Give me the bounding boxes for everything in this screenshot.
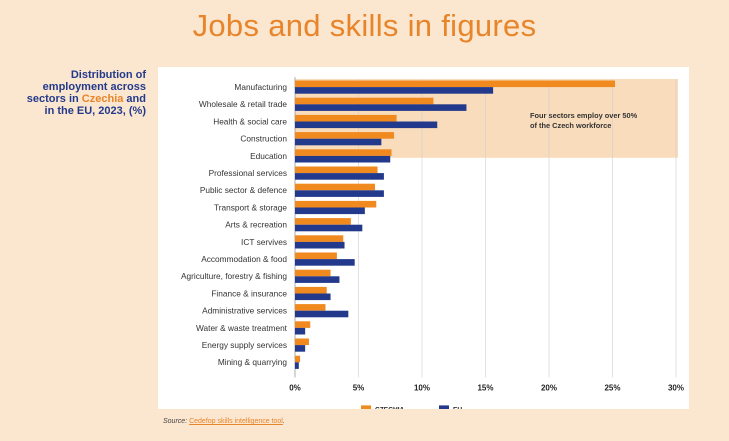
category-label: Construction	[240, 134, 287, 144]
bar-eu	[295, 190, 384, 197]
category-label: Transport & storage	[214, 202, 287, 212]
bar-eu	[295, 293, 331, 301]
bar-czechia	[295, 97, 434, 105]
annotation-line: of the Czech workforce	[530, 121, 611, 130]
source-suffix: .	[282, 418, 285, 425]
category-label: Administrative services	[202, 306, 287, 316]
x-tick-label: 10%	[414, 383, 430, 392]
category-label: Arts & recreation	[225, 220, 287, 230]
chart-card: Manufacturing Wholesale & retail trade Hea…	[158, 67, 689, 413]
category-label: Professional services	[209, 168, 287, 178]
bar-eu	[295, 207, 365, 215]
category-label: Education	[250, 151, 287, 161]
category-label: Agriculture, forestry & fishing	[181, 271, 287, 281]
bar-czechia	[295, 80, 616, 88]
side-label-text: Distribution of employment across sector…	[26, 69, 146, 105]
category-label: Energy supply services	[202, 340, 287, 350]
legend-label-eu: EU	[453, 406, 462, 409]
category-label: Mining & quarrying	[218, 357, 288, 367]
bar-eu	[295, 138, 382, 146]
bar-eu	[295, 259, 355, 266]
source-colon: :	[185, 418, 190, 425]
bar-czechia	[295, 200, 377, 208]
bar-czechia	[295, 235, 344, 242]
bar-eu	[295, 104, 467, 111]
bar-czechia	[295, 132, 395, 139]
bar-czechia	[295, 149, 392, 156]
bar-eu	[295, 345, 306, 352]
chart-side-label: Distribution of employment across sector…	[20, 69, 146, 117]
bar-czechia	[295, 338, 309, 346]
x-tick-label: 20%	[541, 383, 557, 392]
x-tick-label: 15%	[477, 383, 493, 392]
side-label-text-end: and in the EU, 2023, (%)	[44, 93, 146, 117]
category-label: Accommodation & food	[201, 254, 287, 264]
x-tick-label: 0%	[289, 383, 301, 392]
bar-czechia	[295, 286, 327, 294]
bar-eu	[295, 241, 345, 249]
category-label: Manufacturing	[234, 82, 287, 92]
category-label: Finance & insurance	[211, 288, 287, 298]
legend-swatch-czechia	[361, 405, 371, 413]
bar-chart: Manufacturing Wholesale & retail trade Hea…	[181, 77, 684, 413]
bar-czechia	[295, 252, 337, 260]
legend-label-czechia: CZECHIA	[375, 406, 405, 409]
bar-eu	[295, 327, 306, 335]
category-label: ICT servives	[241, 237, 287, 247]
bar-czechia	[295, 183, 376, 191]
x-tick-label: 5%	[353, 383, 365, 392]
annotation-line: Four sectors employ over 50%	[530, 111, 638, 120]
category-label: Water & waste treatment	[196, 323, 288, 333]
legend-swatch-eu	[439, 405, 449, 413]
bar-eu	[295, 310, 349, 318]
side-label-highlight: Czechia	[81, 93, 124, 105]
bar-czechia	[295, 114, 397, 122]
bar-eu	[295, 173, 384, 180]
bar-czechia	[295, 304, 326, 311]
bar-czechia	[295, 218, 351, 225]
bar-eu	[295, 155, 391, 163]
bar-czechia	[295, 321, 311, 328]
bar-eu	[295, 224, 363, 232]
category-label: Wholesale & retail trade	[199, 99, 287, 109]
category-label: Health & social care	[213, 116, 287, 126]
bar-eu	[295, 362, 299, 369]
page-title: Jobs and skills in figures	[192, 8, 537, 43]
source-link[interactable]: Cedefop skills intelligence tool	[189, 418, 283, 425]
x-tick-label: 30%	[668, 383, 684, 392]
bar-eu	[295, 121, 438, 129]
bar-czechia	[295, 269, 331, 277]
x-tick-label: 25%	[604, 383, 620, 392]
bar-czechia	[295, 355, 301, 363]
source-note: Source: Cedefop skills intelligence tool…	[163, 418, 285, 425]
bar-eu	[295, 87, 494, 94]
category-label: Public sector & defence	[200, 185, 288, 195]
bar-eu	[295, 276, 340, 283]
source-prefix: Source	[163, 418, 186, 425]
bar-czechia	[295, 166, 378, 174]
